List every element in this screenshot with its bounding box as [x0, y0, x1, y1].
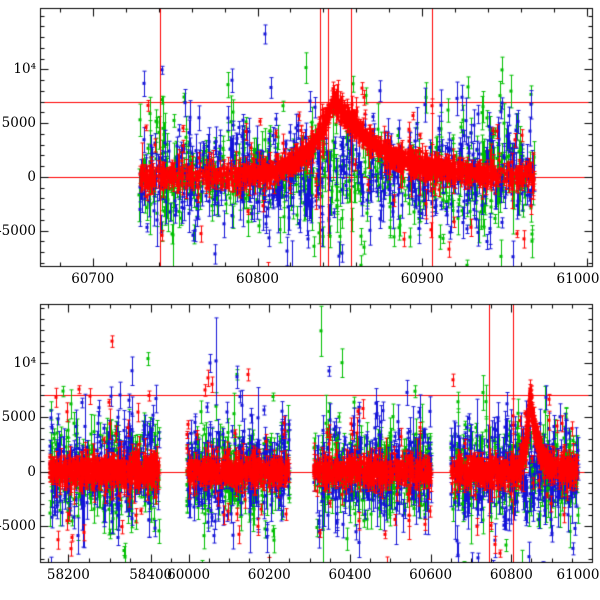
scatter-plot-canvas: [0, 0, 600, 600]
two-panel-light-curve-figure: 60700 60800 60900 61000 -5000 0 5000 10⁴ 58200 58…: [0, 0, 600, 600]
